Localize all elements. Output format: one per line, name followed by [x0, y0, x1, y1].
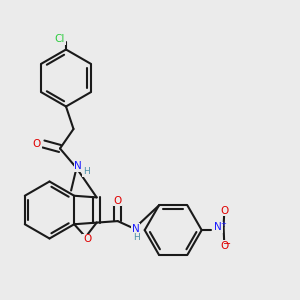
Text: H: H: [133, 232, 140, 242]
Text: N: N: [132, 224, 140, 234]
Text: −: −: [223, 238, 231, 249]
Text: +: +: [220, 220, 226, 226]
Text: N: N: [74, 161, 82, 172]
Text: O: O: [114, 196, 122, 206]
Text: N: N: [214, 222, 222, 232]
Text: O: O: [33, 139, 41, 149]
Text: O: O: [220, 206, 228, 216]
Text: H: H: [83, 167, 89, 176]
Text: O: O: [83, 234, 91, 244]
Text: Cl: Cl: [55, 34, 65, 44]
Text: O: O: [220, 241, 228, 251]
